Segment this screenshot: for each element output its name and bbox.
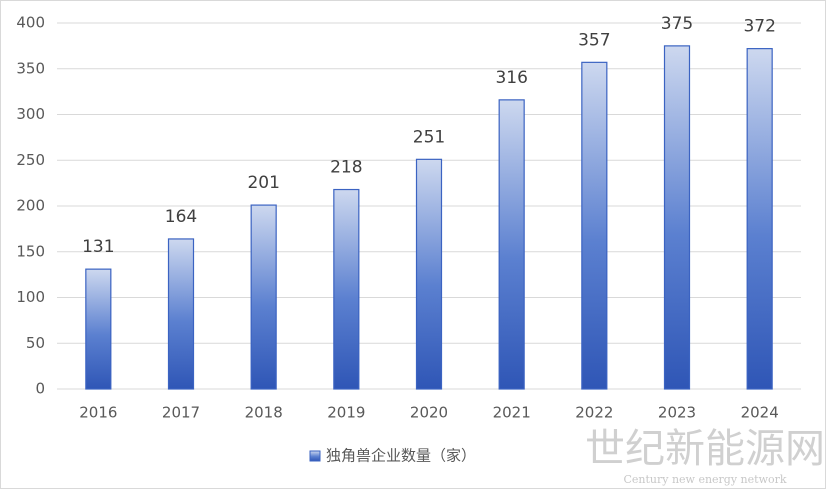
y-tick-label: 100 [16, 288, 45, 306]
bar [663, 45, 691, 390]
bar [415, 158, 443, 390]
legend-label: 独角兽企业数量（家） [326, 447, 476, 465]
x-tick-label: 2024 [741, 404, 779, 422]
watermark-subtitle: Century new energy network [623, 473, 786, 486]
bar [498, 99, 525, 390]
y-tick-label: 400 [16, 14, 45, 32]
bar [581, 61, 608, 390]
bar [167, 238, 195, 390]
x-tick-label: 2021 [493, 404, 531, 422]
y-tick-label: 150 [16, 242, 45, 260]
bar [250, 204, 277, 390]
y-tick-label: 250 [16, 151, 45, 169]
y-tick-label: 350 [16, 59, 45, 77]
x-tick-label: 2019 [327, 404, 365, 422]
y-tick-label: 300 [16, 105, 45, 123]
data-label: 201 [247, 173, 279, 193]
bar [746, 48, 773, 390]
data-label: 251 [413, 127, 445, 147]
x-tick-label: 2023 [658, 404, 696, 422]
y-tick-label: 50 [26, 334, 45, 352]
y-tick-label: 0 [35, 380, 45, 398]
bar [333, 188, 360, 390]
data-label: 164 [165, 207, 197, 227]
data-label: 316 [495, 68, 527, 88]
x-tick-label: 2022 [575, 404, 613, 422]
watermark-title: 世纪新能源网 [585, 426, 825, 472]
data-label: 372 [743, 17, 775, 37]
data-label: 357 [578, 30, 610, 50]
y-tick-label: 200 [16, 197, 45, 215]
x-tick-label: 2017 [162, 404, 200, 422]
data-label: 131 [82, 237, 114, 257]
x-tick-label: 2020 [410, 404, 448, 422]
legend-swatch [309, 450, 321, 462]
bar [85, 268, 112, 390]
data-label: 375 [661, 14, 693, 34]
x-tick-label: 2018 [245, 404, 283, 422]
x-tick-label: 2016 [79, 404, 117, 422]
data-label: 218 [330, 158, 362, 178]
